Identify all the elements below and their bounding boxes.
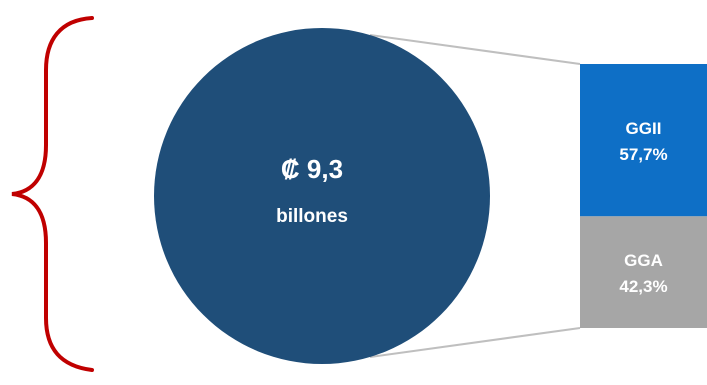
bar-segment-gga — [580, 216, 707, 328]
connector-line-bottom — [369, 327, 581, 358]
connector-line-top — [369, 34, 581, 65]
bar-value-ggii: 57,7% — [619, 145, 667, 164]
bar-label-ggii: GGII — [626, 119, 662, 138]
bar-value-gga: 42,3% — [619, 277, 667, 296]
pie-total — [154, 28, 490, 364]
bar-segment-ggii — [580, 64, 707, 217]
bar-label-gga: GGA — [624, 251, 663, 270]
pie-total-unit: billones — [276, 206, 348, 227]
curly-brace — [11, 16, 94, 372]
pie-total-amount: ₡ 9,3 — [281, 154, 343, 184]
